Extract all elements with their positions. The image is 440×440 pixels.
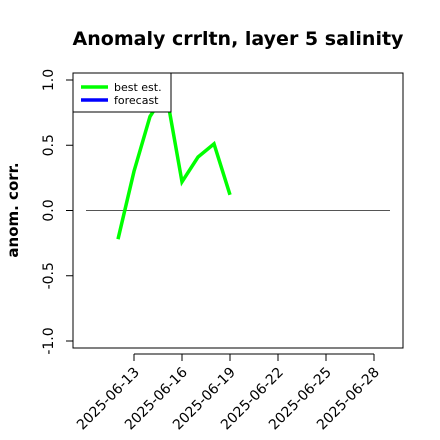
legend: best est.forecast	[72, 72, 172, 113]
y-tick-label: 1.0	[41, 69, 57, 91]
x-axis: 2025-06-132025-06-162025-06-192025-06-22…	[74, 353, 383, 433]
legend-label: best est.	[114, 81, 162, 94]
y-axis-label: anom. corr.	[4, 162, 22, 257]
y-tick-label: 0.0	[41, 199, 57, 221]
y-tick-label: 0.5	[41, 134, 57, 156]
chart-title: Anomaly crrltn, layer 5 salinity	[73, 28, 404, 50]
series-layer	[116, 87, 232, 240]
legend-label: forecast	[114, 94, 159, 107]
legend-box	[72, 72, 172, 113]
y-axis: -1.0 -0.5 0.0 0.5 1.0	[41, 69, 74, 355]
y-tick-label: -1.0	[41, 327, 57, 354]
series-line-best-est	[116, 87, 232, 240]
y-tick-label: -0.5	[41, 262, 57, 289]
